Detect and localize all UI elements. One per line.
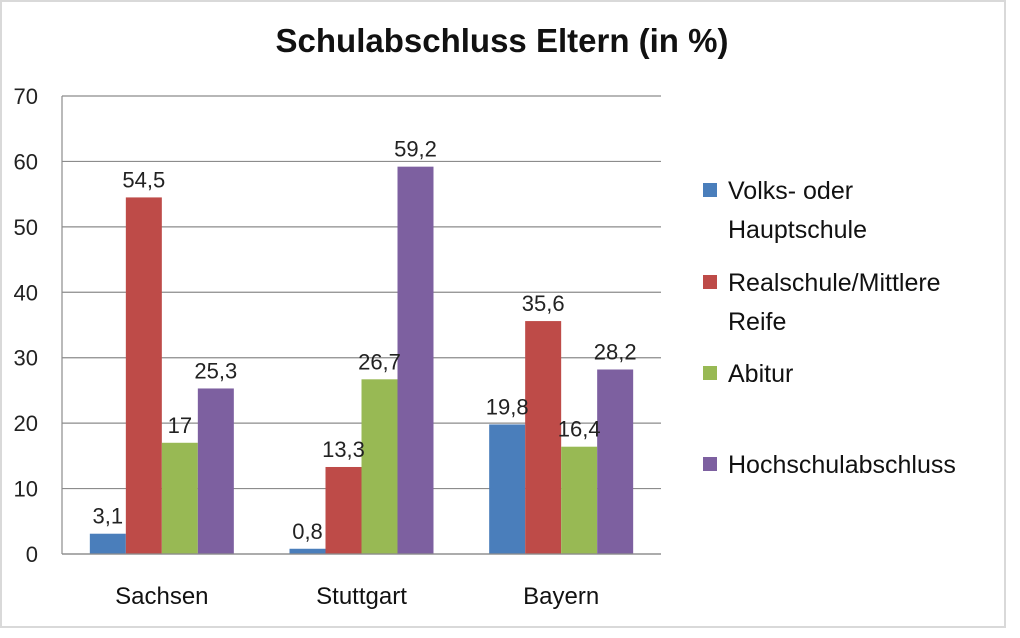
x-axis: Sachsen Stuttgart Bayern xyxy=(62,553,661,610)
y-tick-label: 40 xyxy=(14,280,38,305)
legend: Volks- oder Hauptschule Realschule/Mittler… xyxy=(703,177,956,479)
legend-swatch xyxy=(703,183,717,197)
bar-stuttgart-series-0 xyxy=(289,548,326,554)
bar-stuttgart-series-2 xyxy=(361,379,398,554)
data-label: 17 xyxy=(168,413,192,438)
bar-sachsen-series-0 xyxy=(89,533,126,554)
data-label: 54,5 xyxy=(122,167,165,192)
x-tick-label: Bayern xyxy=(523,583,599,610)
y-tick-label: 50 xyxy=(14,215,38,240)
legend-label: Volks- oder xyxy=(728,177,853,205)
data-label: 59,2 xyxy=(394,137,437,162)
data-label: 13,3 xyxy=(322,437,365,462)
data-label: 0,8 xyxy=(292,519,323,544)
data-label: 19,8 xyxy=(486,394,529,419)
data-label: 16,4 xyxy=(558,417,601,442)
legend-label: Reife xyxy=(728,308,786,336)
y-tick-label: 20 xyxy=(14,411,38,436)
legend-label: Realschule/Mittlere xyxy=(728,269,941,297)
y-axis: 0 10 20 30 40 50 60 70 xyxy=(14,84,63,567)
y-tick-label: 0 xyxy=(26,542,38,567)
legend-label: Abitur xyxy=(728,360,793,388)
bars xyxy=(89,166,634,555)
x-tick-label: Stuttgart xyxy=(316,583,407,610)
legend-swatch xyxy=(703,275,717,289)
bar-stuttgart-series-3 xyxy=(397,166,434,555)
bar-sachsen-series-1 xyxy=(125,197,162,554)
legend-swatch xyxy=(703,457,717,471)
y-tick-label: 70 xyxy=(14,84,38,109)
bar-stuttgart-series-1 xyxy=(325,466,362,554)
data-label: 35,6 xyxy=(522,291,565,316)
bar-bayern-series-3 xyxy=(597,369,634,554)
y-tick-label: 10 xyxy=(14,477,38,502)
data-label: 25,3 xyxy=(194,358,237,383)
data-label: 3,1 xyxy=(93,504,124,529)
data-label: 26,7 xyxy=(358,349,401,374)
bar-bayern-series-1 xyxy=(525,321,562,554)
data-labels: 3,1 54,5 17 25,3 0,8 13,3 26,7 59,2 19,8 35,6 16,4… xyxy=(93,137,637,544)
bar-sachsen-series-2 xyxy=(161,442,198,554)
x-tick-label: Sachsen xyxy=(115,583,208,610)
bar-bayern-series-0 xyxy=(489,424,526,554)
bar-bayern-series-2 xyxy=(561,446,598,554)
chart-title: Schulabschluss Eltern (in %) xyxy=(276,22,729,59)
y-tick-label: 60 xyxy=(14,149,38,174)
bar-sachsen-series-3 xyxy=(197,388,234,554)
legend-label: Hauptschule xyxy=(728,216,867,244)
legend-label: Hochschulabschluss xyxy=(728,451,956,479)
legend-swatch xyxy=(703,366,717,380)
data-label: 28,2 xyxy=(594,339,637,364)
y-tick-label: 30 xyxy=(14,346,38,371)
